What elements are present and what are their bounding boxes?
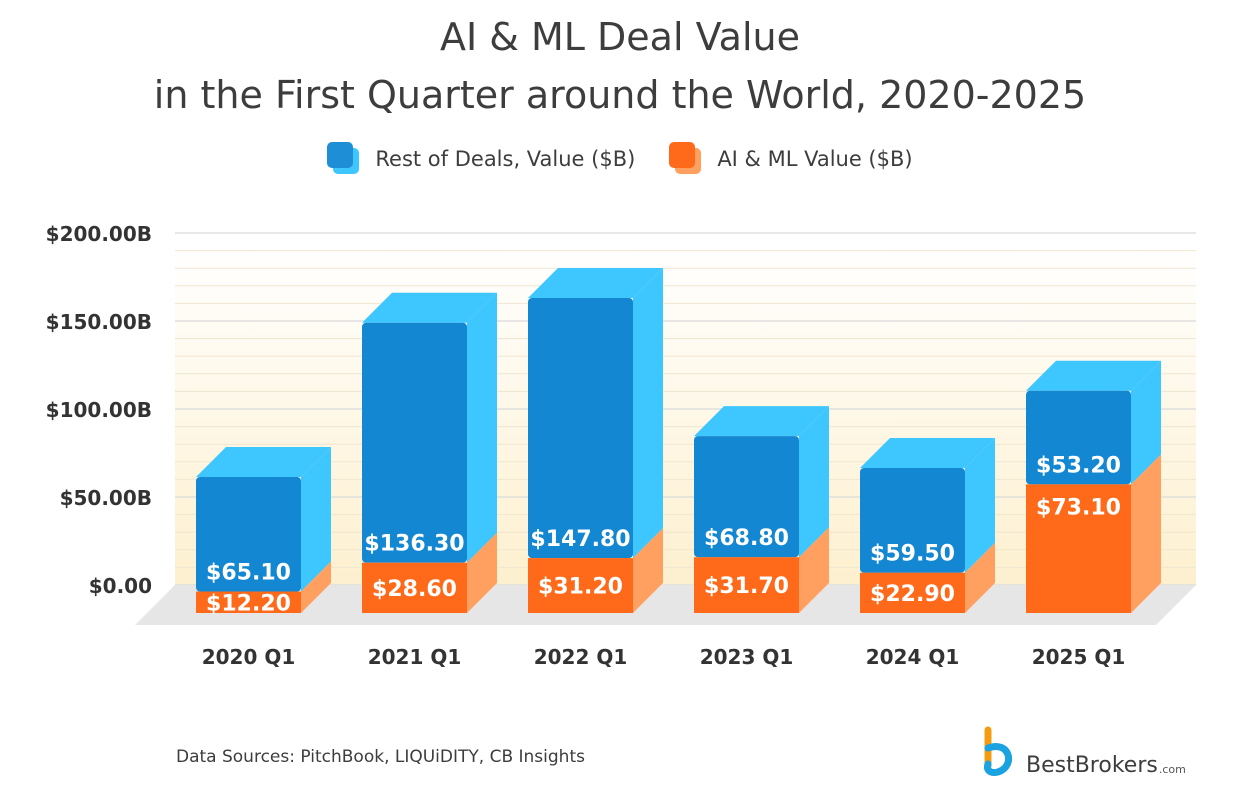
x-tick-label: 2022 Q1 <box>534 645 628 669</box>
bar-rest-side <box>1131 360 1161 485</box>
bar-rest-front <box>196 476 301 592</box>
legend: Rest of Deals, Value ($B) AI & ML Value … <box>0 142 1240 176</box>
bar-ai-label: $73.10 <box>1036 495 1121 520</box>
bar-group: $53.20 $73.10 2025 Q1 <box>1026 360 1161 669</box>
x-tick-label: 2021 Q1 <box>368 645 462 669</box>
plot-background <box>175 248 1196 585</box>
bar-group: $147.80 $31.20 2022 Q1 <box>528 267 663 669</box>
bar-rest-label: $59.50 <box>870 542 955 567</box>
bar-ai-side <box>1131 454 1161 613</box>
bar-rest-side <box>467 292 497 563</box>
bar-rest-front <box>528 297 633 559</box>
y-tick-label: $150.00B <box>46 310 152 334</box>
bar-group: $68.80 $31.70 2023 Q1 <box>694 406 829 669</box>
legend-label-rest-of-deals: Rest of Deals, Value ($B) <box>375 147 636 171</box>
y-tick-label: $100.00B <box>46 398 152 422</box>
brand-suffix: .com <box>1158 763 1186 776</box>
bestbrokers-logo: BestBrokers .com <box>980 726 1186 778</box>
brand-name: BestBrokers <box>1026 753 1158 778</box>
bar-rest-label: $147.80 <box>530 527 630 552</box>
x-tick-label: 2020 Q1 <box>202 645 296 669</box>
bar-ai-front <box>362 562 467 613</box>
bar-rest-label: $65.10 <box>206 561 291 586</box>
bar-rest-front <box>362 322 467 563</box>
x-tick-label: 2023 Q1 <box>700 645 794 669</box>
bar-rest-top <box>196 446 331 477</box>
legend-item-ai-ml: AI & ML Value ($B) <box>669 142 913 176</box>
bar-rest-top <box>362 292 497 323</box>
bar-rest-top <box>528 267 663 298</box>
bar-group: $65.10 $12.20 2020 Q1 <box>196 446 331 669</box>
bar-rest-label: $68.80 <box>704 526 789 551</box>
bar-ai-label: $28.60 <box>372 577 457 602</box>
bar-ai-side <box>301 561 331 613</box>
bar-ai-front <box>528 558 633 613</box>
bar-ai-side <box>965 542 995 613</box>
bar-ai-label: $12.20 <box>206 591 291 616</box>
bar-ai-front <box>694 557 799 613</box>
x-tick-label: 2025 Q1 <box>1032 645 1126 669</box>
bar-ai-label: $22.90 <box>870 582 955 607</box>
x-tick-label: 2024 Q1 <box>866 645 960 669</box>
y-tick-label: $200.00B <box>46 222 152 246</box>
bar-rest-top <box>694 406 829 437</box>
bar-ai-front <box>1026 484 1131 613</box>
bar-group: $59.50 $22.90 2024 Q1 <box>860 437 995 669</box>
data-source-note: Data Sources: PitchBook, LIQUiDITY, CB I… <box>176 747 585 767</box>
chart-title-line-1: AI & ML Deal Value <box>440 15 800 59</box>
y-tick-label: $0.00 <box>89 574 152 598</box>
bar-rest-label: $136.30 <box>364 532 464 557</box>
bar-ai-front <box>860 572 965 613</box>
legend-swatch-ai-ml <box>669 142 703 176</box>
bar-rest-side <box>799 406 829 558</box>
bar-ai-side <box>467 532 497 613</box>
bar-rest-front <box>694 436 799 558</box>
bestbrokers-logo-icon <box>984 726 1012 776</box>
bar-rest-front <box>1026 390 1131 485</box>
bar-ai-side <box>633 528 663 613</box>
bar-ai-front <box>196 591 301 613</box>
bar-rest-side <box>965 437 995 573</box>
bar-rest-top <box>1026 360 1161 391</box>
bar-ai-label: $31.70 <box>704 574 789 599</box>
bar-ai-label: $31.20 <box>538 575 623 600</box>
bar-rest-front <box>860 467 965 573</box>
bar-group: $136.30 $28.60 2021 Q1 <box>362 292 497 669</box>
gridlines <box>175 232 1196 586</box>
bar-rest-side <box>301 446 331 592</box>
y-tick-label: $50.00B <box>60 486 152 510</box>
bar-rest-side <box>633 267 663 559</box>
bar-rest-label: $53.20 <box>1036 453 1121 478</box>
bar-rest-top <box>860 437 995 468</box>
legend-swatch-rest-of-deals <box>327 142 361 176</box>
legend-item-rest-of-deals: Rest of Deals, Value ($B) <box>327 142 635 176</box>
chart-title-line-2: in the First Quarter around the World, 2… <box>153 73 1087 117</box>
bar-ai-side <box>799 527 829 613</box>
legend-label-ai-ml: AI & ML Value ($B) <box>717 147 913 171</box>
